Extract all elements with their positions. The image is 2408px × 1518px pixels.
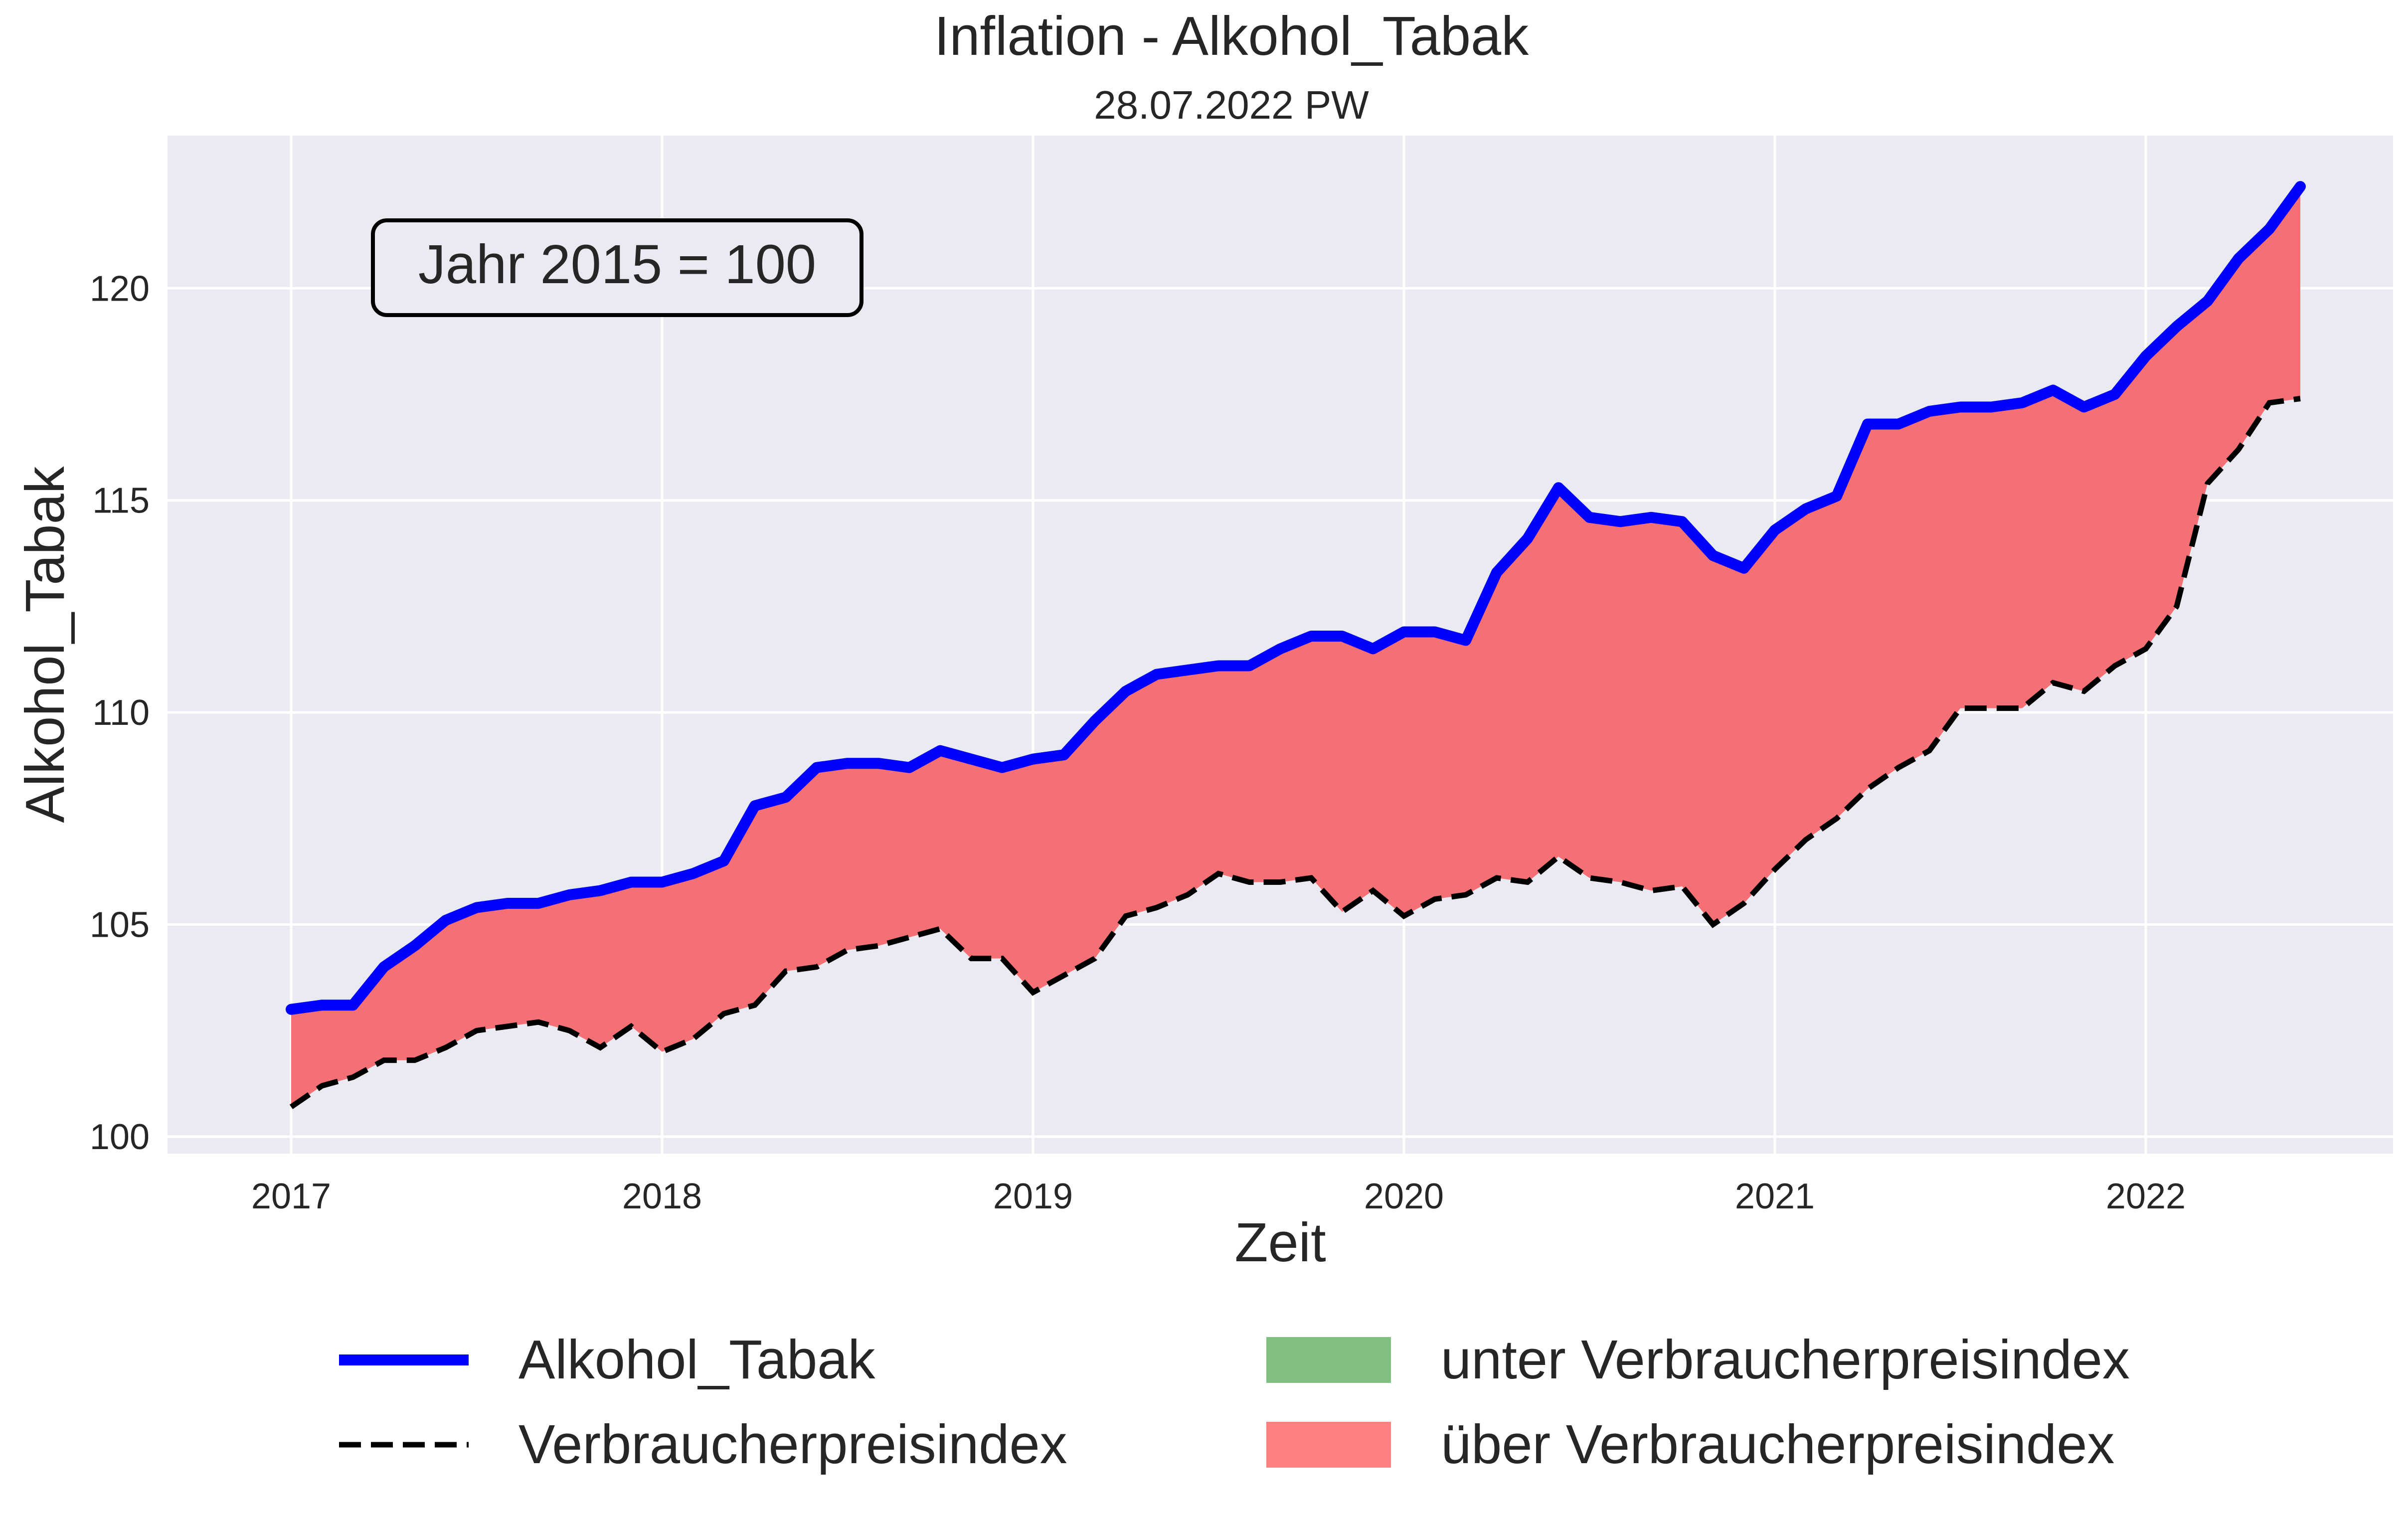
legend-label-alkohol-tabak: Alkohol_Tabak [518, 1329, 875, 1390]
legend-label-unter: unter Verbraucherpreisindex [1441, 1329, 2130, 1390]
series-line-alkohol-tabak [286, 181, 2306, 1015]
series-line-verbraucherpreisindex [289, 396, 2301, 1109]
legend-swatch-ueber [1266, 1422, 1391, 1468]
legend-swatch-unter [1266, 1337, 1391, 1383]
x-tick-label: 2022 [2106, 1177, 2186, 1216]
x-tick-label: 2018 [622, 1177, 702, 1216]
x-tick-label: 2019 [993, 1177, 1073, 1216]
legend-label-verbraucherpreisindex: Verbraucherpreisindex [518, 1414, 1067, 1475]
legend: Alkohol_Tabak Verbraucherpreisindex unte… [339, 1329, 2130, 1475]
y-tick-labels: 100 105 110 115 120 [90, 269, 150, 1157]
x-axis-label: Zeit [1234, 1212, 1326, 1273]
y-tick-label: 100 [90, 1117, 150, 1157]
x-tick-label: 2020 [1364, 1177, 1444, 1216]
y-tick-label: 120 [90, 269, 150, 309]
annotation-box: Jahr 2015 = 100 [371, 218, 863, 317]
x-tick-label: 2021 [1735, 1177, 1815, 1216]
x-tick-labels: 2017 2018 2019 2020 2021 2022 [251, 1177, 2186, 1216]
annotation-text: Jahr 2015 = 100 [418, 234, 816, 295]
x-tick-label: 2017 [251, 1177, 331, 1216]
y-tick-label: 110 [92, 693, 150, 733]
chart-title: Inflation - Alkohol_Tabak [934, 5, 1529, 67]
y-axis-label: Alkohol_Tabak [14, 466, 76, 823]
y-tick-label: 105 [90, 905, 150, 945]
legend-label-ueber: über Verbraucherpreisindex [1441, 1414, 2114, 1475]
y-tick-label: 115 [92, 481, 150, 521]
chart-subtitle: 28.07.2022 PW [1094, 83, 1369, 127]
